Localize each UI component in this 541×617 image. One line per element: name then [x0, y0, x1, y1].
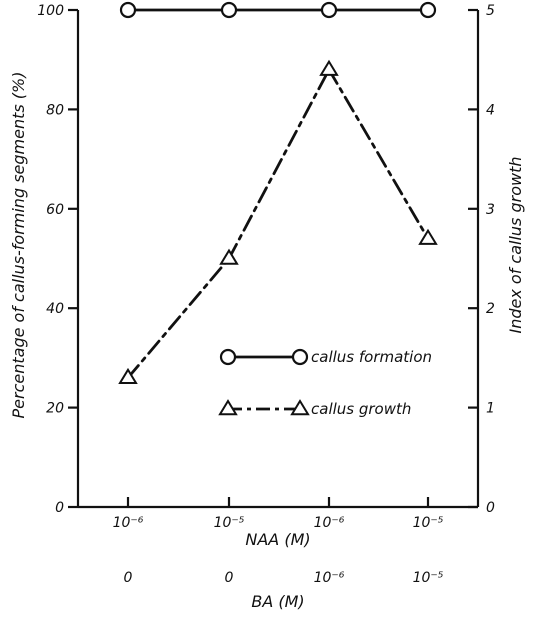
x-tick-label-naa: 10⁻⁵	[214, 515, 245, 531]
x-tick-label-naa: 10⁻⁵	[413, 515, 444, 531]
left-tick-label: 40	[46, 301, 64, 317]
x-tick-label-ba: 0	[124, 570, 133, 586]
data-point-callus-growth	[219, 248, 239, 265]
data-point-callus-formation	[119, 1, 137, 19]
x-axis-title-ba: BA (M)	[251, 592, 304, 611]
data-point-callus-growth	[319, 59, 339, 76]
x-tick-label-ba: 10⁻⁶	[314, 570, 345, 586]
right-tick-label: 1	[486, 401, 495, 417]
left-tick-label: 60	[46, 202, 64, 218]
y-axis-title-right: Index of callus growth	[506, 157, 525, 334]
series-line-segment	[126, 257, 231, 380]
x-tick-label-naa: 10⁻⁶	[314, 515, 345, 531]
left-tick-label: 20	[46, 401, 64, 417]
x-tick-label-naa: 10⁻⁶	[113, 515, 144, 531]
series-line-segment	[227, 68, 331, 260]
left-tick-label: 0	[55, 500, 64, 516]
data-point-callus-growth	[118, 367, 138, 384]
x-tick-label-ba: 0	[225, 570, 234, 586]
data-point-callus-growth	[418, 228, 438, 245]
legend-circle-icon	[291, 348, 309, 366]
data-point-callus-formation	[419, 1, 437, 19]
series-layer	[118, 1, 438, 384]
axes: 0 20 40 60 80 100 0 1 2 3 4 5 10⁻⁶ 0 10⁻⁵ 0 10⁻⁶ 10⁻⁶ 10⁻⁵…	[37, 3, 495, 586]
right-tick-label: 3	[486, 202, 495, 218]
legend-label: callus growth	[311, 400, 411, 418]
left-tick-label: 80	[46, 102, 64, 118]
x-tick-label-ba: 10⁻⁵	[413, 570, 444, 586]
y-axis-title-left: Percentage of callus-forming segments (%…	[9, 72, 28, 419]
x-axis-title-naa: NAA (M)	[245, 530, 310, 549]
data-point-callus-formation	[320, 1, 338, 19]
right-tick-label: 2	[486, 301, 495, 317]
right-tick-label: 4	[486, 102, 495, 118]
right-tick-label: 5	[486, 3, 495, 19]
legend-circle-icon	[219, 348, 237, 366]
left-tick-label: 100	[37, 3, 64, 19]
legend-triangle-icon	[218, 399, 238, 416]
right-tick-label: 0	[486, 500, 495, 516]
data-point-callus-formation	[220, 1, 238, 19]
legend: callus formation callus growth	[218, 348, 432, 418]
legend-label: callus formation	[311, 348, 432, 366]
series-line-segment	[327, 68, 430, 241]
legend-triangle-icon	[290, 399, 310, 416]
